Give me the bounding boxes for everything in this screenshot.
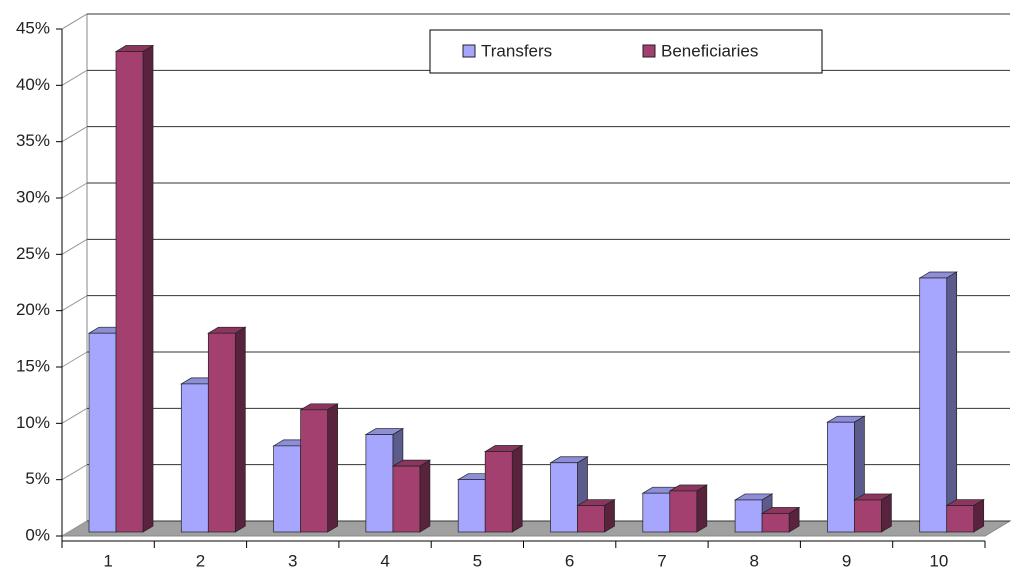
y-tick-label: 15% — [16, 356, 50, 375]
grid-line-side — [61, 464, 88, 481]
bar-side — [696, 484, 708, 533]
bar — [761, 513, 790, 533]
bar — [827, 421, 855, 533]
x-tick-label: 4 — [380, 551, 389, 570]
legend-label: Beneficiaries — [661, 41, 758, 60]
bar — [365, 434, 394, 533]
x-tick-label: 9 — [842, 551, 851, 570]
y-tick-label: 35% — [16, 131, 50, 150]
bar-side — [511, 444, 523, 533]
bar — [273, 445, 301, 533]
bar-side — [419, 459, 431, 533]
y-tick-label: 10% — [16, 413, 50, 432]
y-tick-label: 45% — [16, 18, 50, 37]
bar — [642, 492, 671, 533]
bar — [88, 332, 117, 533]
bar-side — [604, 498, 615, 533]
y-tick-label: 25% — [16, 244, 50, 263]
bar — [392, 465, 421, 533]
x-tick-label: 6 — [565, 551, 574, 570]
grid-line-side — [61, 407, 88, 424]
y-tick-label: 30% — [16, 187, 50, 206]
x-tick-label: 10 — [929, 551, 948, 570]
y-tick-label: 40% — [16, 75, 50, 94]
legend-swatch — [642, 44, 656, 58]
grid-line-side — [61, 13, 88, 30]
legend-box — [429, 29, 823, 74]
bar — [180, 383, 209, 533]
y-tick-label: 5% — [25, 469, 50, 488]
bar — [550, 462, 578, 533]
grid-line-side — [61, 182, 88, 199]
legend-swatch — [462, 44, 476, 58]
bar — [946, 505, 975, 533]
bar — [457, 479, 486, 533]
bar-side — [142, 44, 154, 533]
x-tick-label: 5 — [473, 551, 482, 570]
bar-side — [327, 403, 338, 533]
grid-line-side — [61, 69, 88, 86]
grid-line-side — [61, 351, 88, 368]
bar — [115, 51, 144, 533]
bar — [734, 499, 763, 533]
x-tick-label: 3 — [288, 551, 297, 570]
x-tick-label: 2 — [196, 551, 205, 570]
bar-side — [881, 493, 892, 533]
x-tick-label: 7 — [657, 551, 666, 570]
bar — [300, 409, 328, 533]
bar — [207, 332, 236, 533]
bar-side — [946, 271, 958, 533]
bar — [669, 490, 698, 533]
legend-label: Transfers — [481, 41, 552, 60]
x-tick-label: 8 — [750, 551, 759, 570]
bar — [919, 277, 948, 533]
bar — [484, 451, 513, 533]
y-tick-label: 20% — [16, 300, 50, 319]
legend: Transfers Beneficiaries — [429, 29, 823, 74]
y-tick-label: 0% — [25, 525, 50, 544]
x-tick-label: 1 — [103, 551, 112, 570]
bar — [577, 505, 605, 533]
bar — [854, 499, 882, 533]
grid-line-side — [61, 238, 88, 255]
grid-line-side — [61, 126, 88, 143]
bar-side — [234, 326, 246, 533]
bar-side — [973, 498, 985, 533]
grid-line-side — [61, 295, 88, 312]
grid-line-side — [61, 520, 88, 537]
